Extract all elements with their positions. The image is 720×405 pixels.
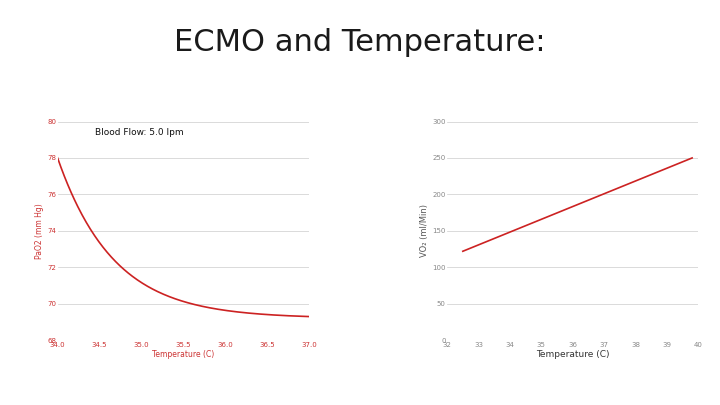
X-axis label: Temperature (C): Temperature (C) [536, 350, 610, 359]
Y-axis label: VO₂ (ml/Min): VO₂ (ml/Min) [420, 205, 429, 257]
Text: ECMO and Temperature:: ECMO and Temperature: [174, 28, 546, 58]
Y-axis label: PaO2 (mm Hg): PaO2 (mm Hg) [35, 203, 45, 259]
X-axis label: Temperature (C): Temperature (C) [152, 350, 215, 359]
Text: Blood Flow: 5.0 lpm: Blood Flow: 5.0 lpm [95, 128, 184, 137]
